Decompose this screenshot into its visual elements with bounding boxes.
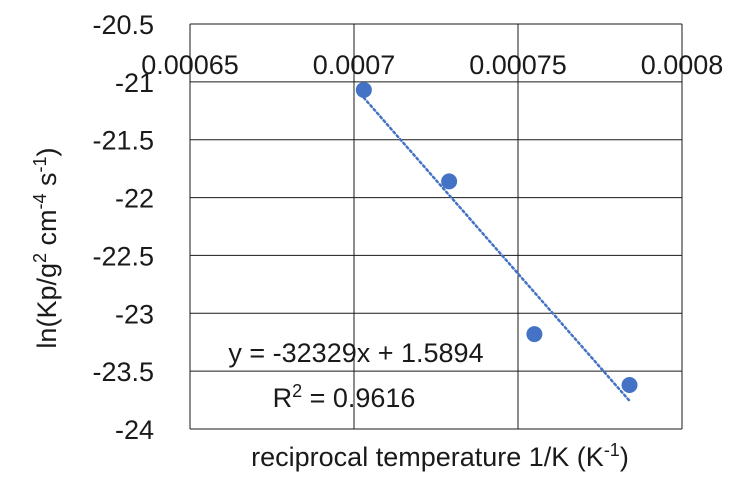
y-title-part1: ln(Kp/g (32, 263, 62, 349)
x-title-sup: -1 (604, 440, 620, 460)
y-tick-label: -23.5 (92, 357, 154, 387)
x-axis-title: reciprocal temperature 1/K (K-1) (251, 440, 629, 472)
r2-suffix: = 0.9616 (302, 383, 415, 413)
y-tick-label: -21.5 (92, 126, 154, 156)
trendline (362, 96, 631, 403)
data-point (621, 377, 638, 394)
y-title-part3: s (32, 172, 62, 193)
y-title-sup1: 2 (30, 253, 50, 263)
grid (190, 23, 683, 430)
y-tick-label: -20.5 (92, 10, 154, 40)
y-title-part4: ) (32, 147, 62, 156)
x-tick-label: 0.0008 (641, 50, 724, 80)
r2-sup: 2 (292, 381, 302, 401)
x-title-tail: ) (620, 442, 629, 472)
axes (189, 24, 682, 429)
y-tick-label: -23 (115, 299, 154, 329)
y-tick-label: -22.5 (92, 241, 154, 271)
y-tick-label: -24 (115, 415, 154, 445)
data-point (526, 326, 543, 343)
y-title-part2: cm (32, 209, 62, 253)
tick-labels: -20.5 -21 -21.5 -22 -22.5 -23 -23.5 -24 0.00065 0… (92, 10, 723, 445)
r2-prefix: R (273, 383, 293, 413)
y-title-sup2: -4 (30, 193, 50, 209)
y-tick-label: -21 (115, 68, 154, 98)
data-points (355, 81, 638, 394)
r-squared-label: R2 = 0.9616 (273, 381, 416, 413)
x-title-main: reciprocal temperature 1/K (K (251, 442, 604, 472)
trendline-equation: y = -32329x + 1.5894 (228, 338, 483, 368)
trendline-layer (362, 96, 631, 403)
x-tick-label: 0.00075 (469, 50, 567, 80)
y-tick-label: -22 (115, 184, 154, 214)
x-tick-label: 0.0007 (313, 50, 396, 80)
data-point (355, 81, 372, 98)
y-title-sup3: -1 (30, 156, 50, 172)
x-tick-label: 0.00065 (141, 50, 239, 80)
y-axis-title: ln(Kp/g2 cm-4 s-1) (30, 147, 62, 348)
data-point (441, 173, 458, 190)
